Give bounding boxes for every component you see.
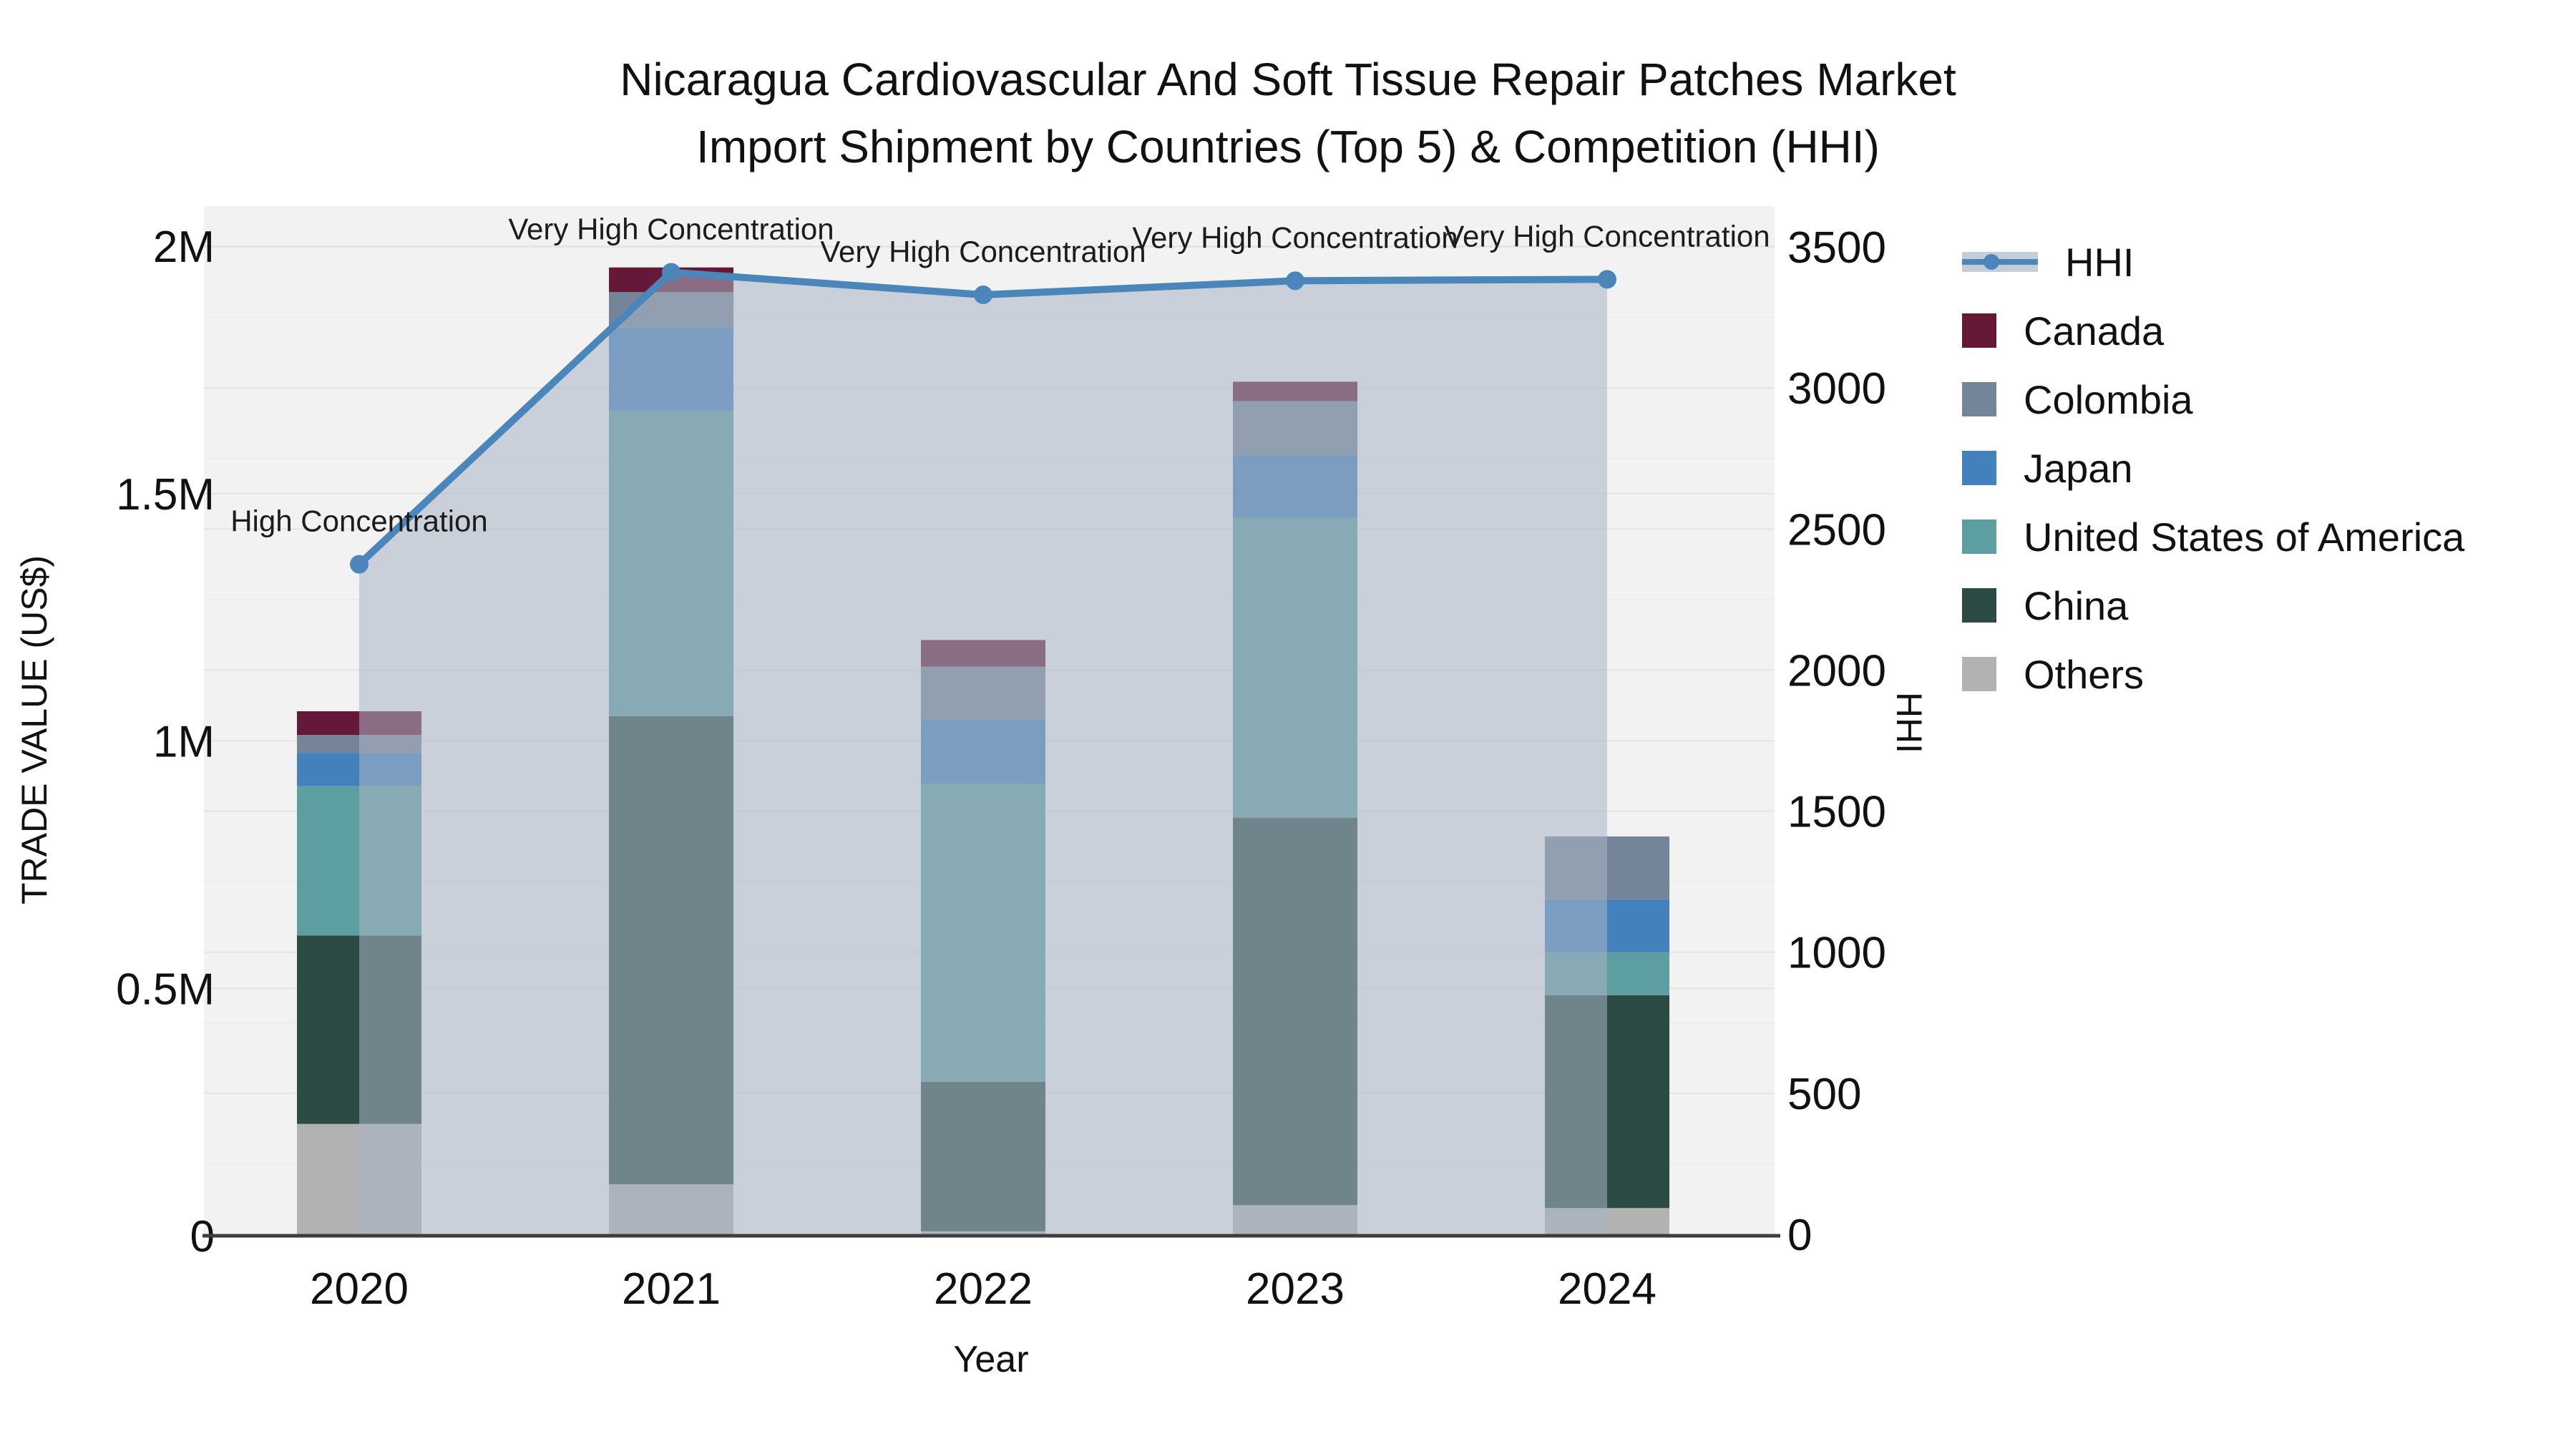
annotation-2021: Very High Concentration: [508, 212, 834, 245]
legend-hhi-line-swatch: [1962, 252, 2038, 272]
annotation-2020: High Concentration: [230, 504, 488, 538]
left-tick-label-1.5M: 1.5M: [116, 470, 215, 519]
legend-label-hhi: HHI: [2065, 239, 2135, 285]
x-tick-label-2020: 2020: [310, 1264, 409, 1314]
left-tick-label-1M: 1M: [153, 718, 215, 767]
chart-title: Nicaragua Cardiovascular And Soft Tissue…: [0, 46, 2576, 180]
hhi-marker-2021: [662, 263, 680, 282]
right-axis-title: HHI: [1889, 691, 1929, 754]
legend-swatch-united-states-of-america: [1962, 519, 1996, 554]
legend-hhi-marker: [1984, 254, 1999, 270]
x-tick-label-2023: 2023: [1246, 1264, 1345, 1314]
left-axis-title: TRADE VALUE (US$): [14, 555, 54, 905]
legend-swatch-china: [1962, 588, 1996, 623]
legend-swatch-canada: [1962, 313, 1996, 348]
x-tick-label-2022: 2022: [934, 1264, 1033, 1314]
x-tick-label-2021: 2021: [622, 1264, 721, 1314]
legend-item-japan[interactable]: Japan: [1962, 434, 2464, 502]
legend-hhi-line: [1962, 259, 2038, 265]
hhi-area: [359, 272, 1607, 1236]
right-tick-label-3500: 3500: [1787, 223, 1886, 273]
legend-label-china: China: [2024, 582, 2129, 628]
right-tick-label-2500: 2500: [1787, 505, 1886, 555]
hhi-marker-2020: [350, 555, 369, 574]
legend-label-others: Others: [2024, 651, 2145, 697]
legend-swatch-japan: [1962, 451, 1996, 485]
x-axis-title: Year: [953, 1339, 1029, 1380]
annotation-2022: Very High Concentration: [820, 235, 1146, 268]
chart-title-line2: Import Shipment by Countries (Top 5) & C…: [696, 121, 1880, 172]
right-tick-label-0: 0: [1787, 1211, 1812, 1260]
left-tick-label-0.5M: 0.5M: [116, 965, 215, 1014]
right-tick-label-2000: 2000: [1787, 646, 1886, 696]
right-tick-label-3000: 3000: [1787, 364, 1886, 414]
right-tick-label-1500: 1500: [1787, 788, 1886, 837]
hhi-marker-2022: [974, 286, 992, 305]
right-tick-label-500: 500: [1787, 1070, 1861, 1119]
legend-item-others[interactable]: Others: [1962, 640, 2464, 708]
legend-label-canada: Canada: [2024, 308, 2165, 353]
legend-swatch-colombia: [1962, 382, 1996, 416]
legend: HHI Canada Colombia Japan United States of A…: [1962, 228, 2464, 708]
legend-swatch-others: [1962, 657, 1996, 691]
x-tick-label-2024: 2024: [1558, 1264, 1657, 1314]
legend-label-united-states-of-america: United States of America: [2024, 514, 2465, 560]
annotation-2024: Very High Concentration: [1444, 219, 1770, 253]
annotation-2023: Very High Concentration: [1132, 220, 1458, 254]
right-tick-label-1000: 1000: [1787, 929, 1886, 978]
legend-label-japan: Japan: [2024, 445, 2133, 491]
legend-item-colombia[interactable]: Colombia: [1962, 365, 2464, 434]
left-tick-label-2M: 2M: [153, 223, 215, 272]
legend-item-china[interactable]: China: [1962, 571, 2464, 640]
legend-item-canada[interactable]: Canada: [1962, 296, 2464, 365]
legend-item-united-states-of-america[interactable]: United States of America: [1962, 502, 2464, 571]
legend-label-colombia: Colombia: [2024, 376, 2193, 422]
legend-item-hhi[interactable]: HHI: [1962, 228, 2464, 296]
hhi-marker-2024: [1598, 270, 1616, 289]
hhi-marker-2023: [1286, 271, 1304, 291]
chart-title-line1: Nicaragua Cardiovascular And Soft Tissue…: [620, 54, 1956, 105]
